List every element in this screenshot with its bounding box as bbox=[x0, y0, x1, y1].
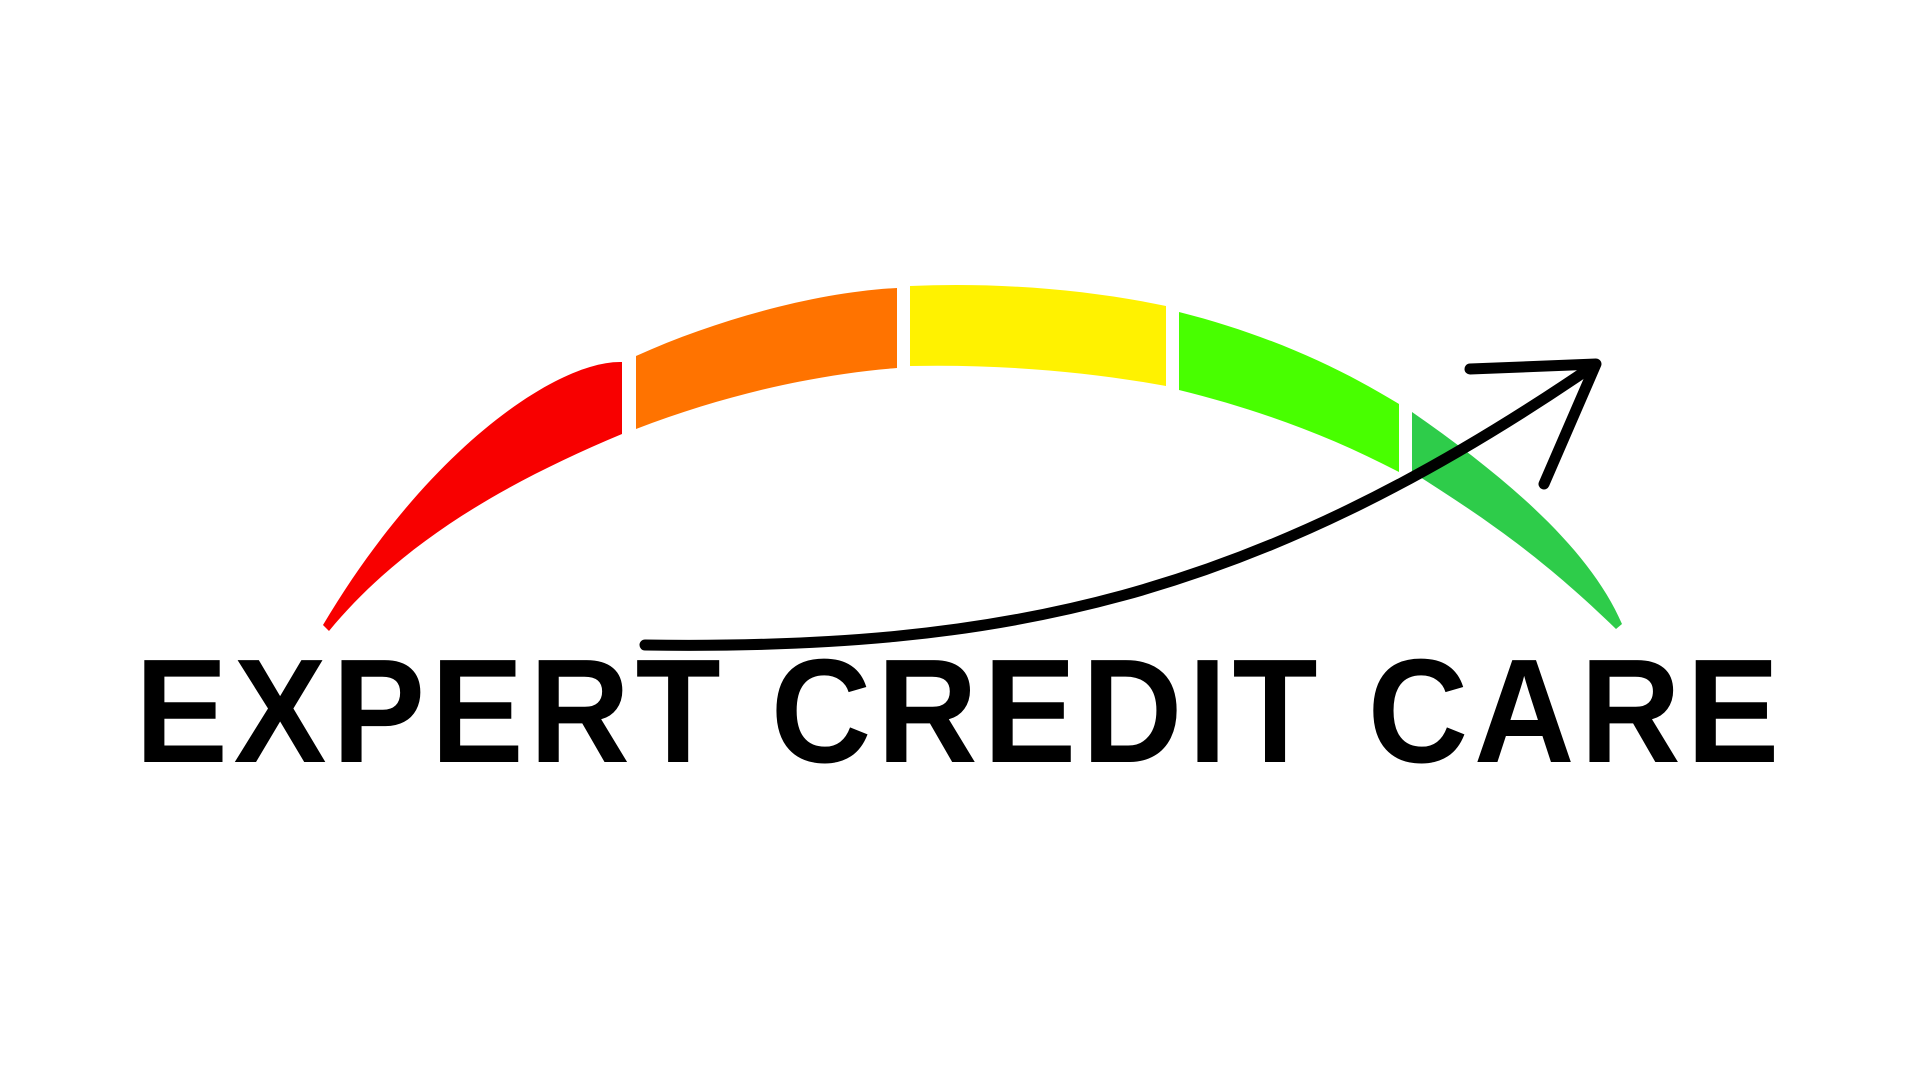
gauge-segment-red bbox=[323, 361, 622, 631]
trend-arrow-shaft bbox=[639, 362, 1596, 651]
gauge-segment-yellow bbox=[910, 284, 1166, 386]
gauge-segment-lime bbox=[1179, 312, 1399, 472]
gauge-segment-orange bbox=[636, 288, 897, 429]
credit-score-gauge bbox=[323, 284, 1622, 631]
gauge-segment-green bbox=[1412, 412, 1622, 629]
brand-wordmark: EXPERT CREDIT CARE bbox=[135, 629, 1785, 794]
trend-arrow-head bbox=[1464, 358, 1602, 490]
trend-arrow bbox=[639, 358, 1602, 651]
